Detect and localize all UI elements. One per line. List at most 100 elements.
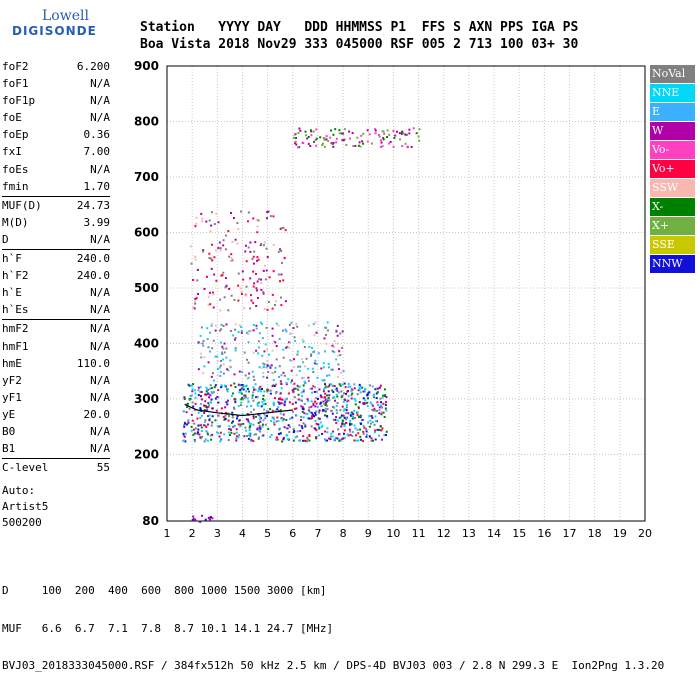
echo-point <box>234 385 237 388</box>
echo-point <box>231 420 234 423</box>
echo-point <box>319 136 322 139</box>
param-value: 110.0 <box>76 356 110 370</box>
echo-point <box>235 439 238 442</box>
echo-point <box>385 433 388 436</box>
echo-point <box>369 419 372 422</box>
echo-point <box>261 366 264 369</box>
echo-point <box>386 129 389 132</box>
echo-point <box>225 401 228 404</box>
echo-point <box>323 379 326 382</box>
echo-point <box>192 383 195 386</box>
echo-point <box>380 404 383 407</box>
echo-point <box>324 403 327 406</box>
echo-point <box>299 429 302 432</box>
echo-point <box>367 394 370 397</box>
echo-point <box>287 392 290 395</box>
echo-point <box>202 344 205 347</box>
echo-point <box>366 392 369 395</box>
echo-point <box>335 330 338 333</box>
echo-point <box>228 365 231 368</box>
echo-point <box>211 433 214 436</box>
echo-point <box>218 366 221 369</box>
echo-point <box>263 399 266 402</box>
echo-point <box>217 221 220 224</box>
echo-point <box>339 332 342 335</box>
echo-point <box>219 309 222 312</box>
echo-point <box>310 354 313 357</box>
echo-point <box>412 127 415 130</box>
echo-point <box>342 409 345 412</box>
param-row: foEs N/A <box>2 161 110 178</box>
echo-point <box>206 406 209 409</box>
echo-point <box>324 334 327 337</box>
echo-point <box>202 249 205 252</box>
echo-point <box>361 419 364 422</box>
echo-point <box>205 430 208 433</box>
echo-point <box>293 407 296 410</box>
echo-point <box>326 385 329 388</box>
echo-point <box>297 398 300 401</box>
echo-point <box>247 400 250 403</box>
echo-point <box>184 422 187 425</box>
echo-point <box>329 438 332 441</box>
echo-point <box>244 250 247 253</box>
echo-point <box>320 405 323 408</box>
echo-point <box>364 402 367 405</box>
header-values-row: Boa Vista 2018 Nov29 333 045000 RSF 005 … <box>140 37 579 52</box>
echo-point <box>362 432 365 435</box>
echo-point <box>212 293 215 296</box>
param-separator <box>2 195 110 197</box>
x-tick-label: 12 <box>437 527 451 540</box>
echo-point <box>209 387 212 390</box>
echo-point <box>351 392 354 395</box>
echo-point <box>362 397 365 400</box>
echo-point <box>275 436 278 439</box>
echo-point <box>200 395 203 398</box>
echo-point <box>197 292 200 295</box>
param-row: foF1p N/A <box>2 92 110 109</box>
echo-point <box>282 348 285 351</box>
echo-point <box>292 439 295 442</box>
footer-muf-row: MUF 6.6 6.7 7.1 7.8 8.7 10.1 14.1 24.7 [… <box>2 621 334 635</box>
echo-point <box>292 136 295 139</box>
echo-point <box>319 402 322 405</box>
echo-point <box>210 375 213 378</box>
echo-point <box>220 323 223 326</box>
echo-point <box>331 412 334 415</box>
echo-point <box>270 420 273 423</box>
echo-point <box>195 222 198 225</box>
echo-point <box>257 352 260 355</box>
echo-point <box>296 353 299 356</box>
echo-point <box>349 385 352 388</box>
echo-point <box>325 326 328 329</box>
echo-point <box>345 416 348 419</box>
echo-point <box>337 375 340 378</box>
echo-point <box>206 433 209 436</box>
echo-point <box>300 425 303 428</box>
param-row: M(D) 3.99 <box>2 214 110 231</box>
echo-point <box>354 403 357 406</box>
echo-point <box>203 440 206 443</box>
echo-point <box>284 399 287 402</box>
echo-point <box>250 329 253 332</box>
param-value: N/A <box>90 232 110 246</box>
echo-point <box>333 350 336 353</box>
echo-point <box>207 296 210 299</box>
echo-point <box>343 416 346 419</box>
echo-point <box>245 429 248 432</box>
echo-point <box>324 430 327 433</box>
param-value: N/A <box>90 442 110 456</box>
echo-point <box>194 255 197 258</box>
logo-line-digisonde: DIGISONDE <box>12 24 97 38</box>
echo-point <box>269 392 272 395</box>
param-value: N/A <box>90 286 110 300</box>
echo-point <box>330 142 333 145</box>
echo-point <box>199 386 202 389</box>
echo-point <box>184 432 187 435</box>
echo-point <box>310 130 313 133</box>
echo-point <box>223 342 226 345</box>
echo-point <box>328 374 331 377</box>
echo-point <box>266 348 269 351</box>
echo-point <box>262 434 265 437</box>
echo-point <box>312 323 315 326</box>
